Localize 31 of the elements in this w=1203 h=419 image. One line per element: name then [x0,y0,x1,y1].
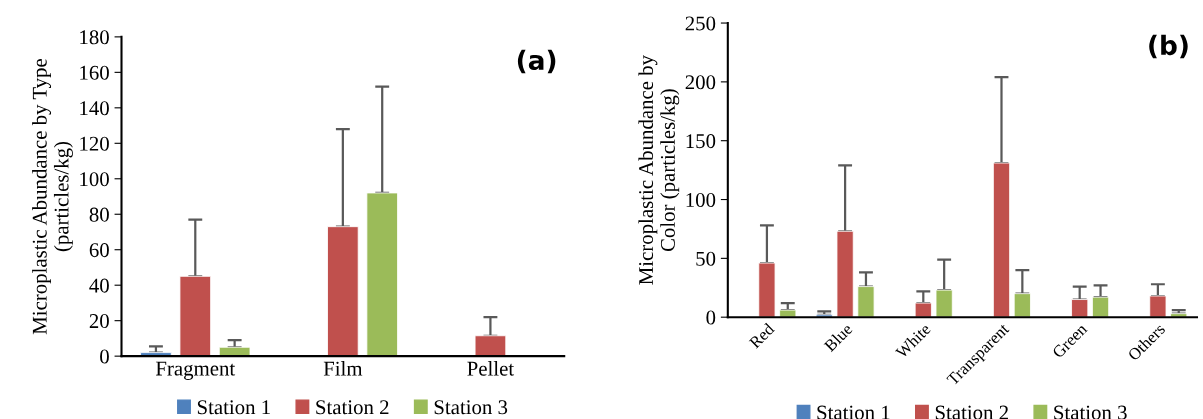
x-tick-label: Pellet [467,361,515,376]
legend-label: Station 2 [316,400,389,415]
y-axis-title: Microplastic Abundance by Type (particles/kg) [32,59,73,335]
x-tick-label: Blue [823,322,853,353]
y-tick-label: 120 [80,136,109,151]
legend-label: Station 3 [434,400,508,415]
annotation: (b) [1149,34,1188,59]
y-tick-label: 180 [80,30,109,45]
legend-label: Station 3 [1054,405,1127,419]
legend-label: Station 2 [935,405,1008,419]
y-tick-label: 60 [89,243,109,258]
y-tick-label: 140 [80,101,109,116]
y-tick-label: 40 [89,278,109,293]
y-tick-label: 50 [696,251,716,266]
y-axis-title: Microplastic Abundance by Color (particles/kg) [638,55,680,285]
y-tick-label: 150 [686,134,716,149]
y-tick-label: 0 [100,349,109,364]
legend-label: Station 1 [817,405,890,419]
x-tick-label: Red [748,322,776,349]
y-tick-label: 20 [89,314,109,329]
y-tick-label: 80 [89,207,109,222]
y-tick-label: 100 [686,192,716,207]
y-tick-label: 250 [685,16,716,31]
y-tick-label: 200 [685,75,716,90]
x-tick-label: Film [323,361,363,376]
x-tick-label: Fragment [155,361,236,380]
y-tick-label: 100 [80,172,109,187]
y-tick-label: 160 [80,65,109,80]
legend-label: Station 1 [197,400,270,415]
annotation: (a) [517,49,556,74]
y-tick-label: 0 [706,310,716,325]
